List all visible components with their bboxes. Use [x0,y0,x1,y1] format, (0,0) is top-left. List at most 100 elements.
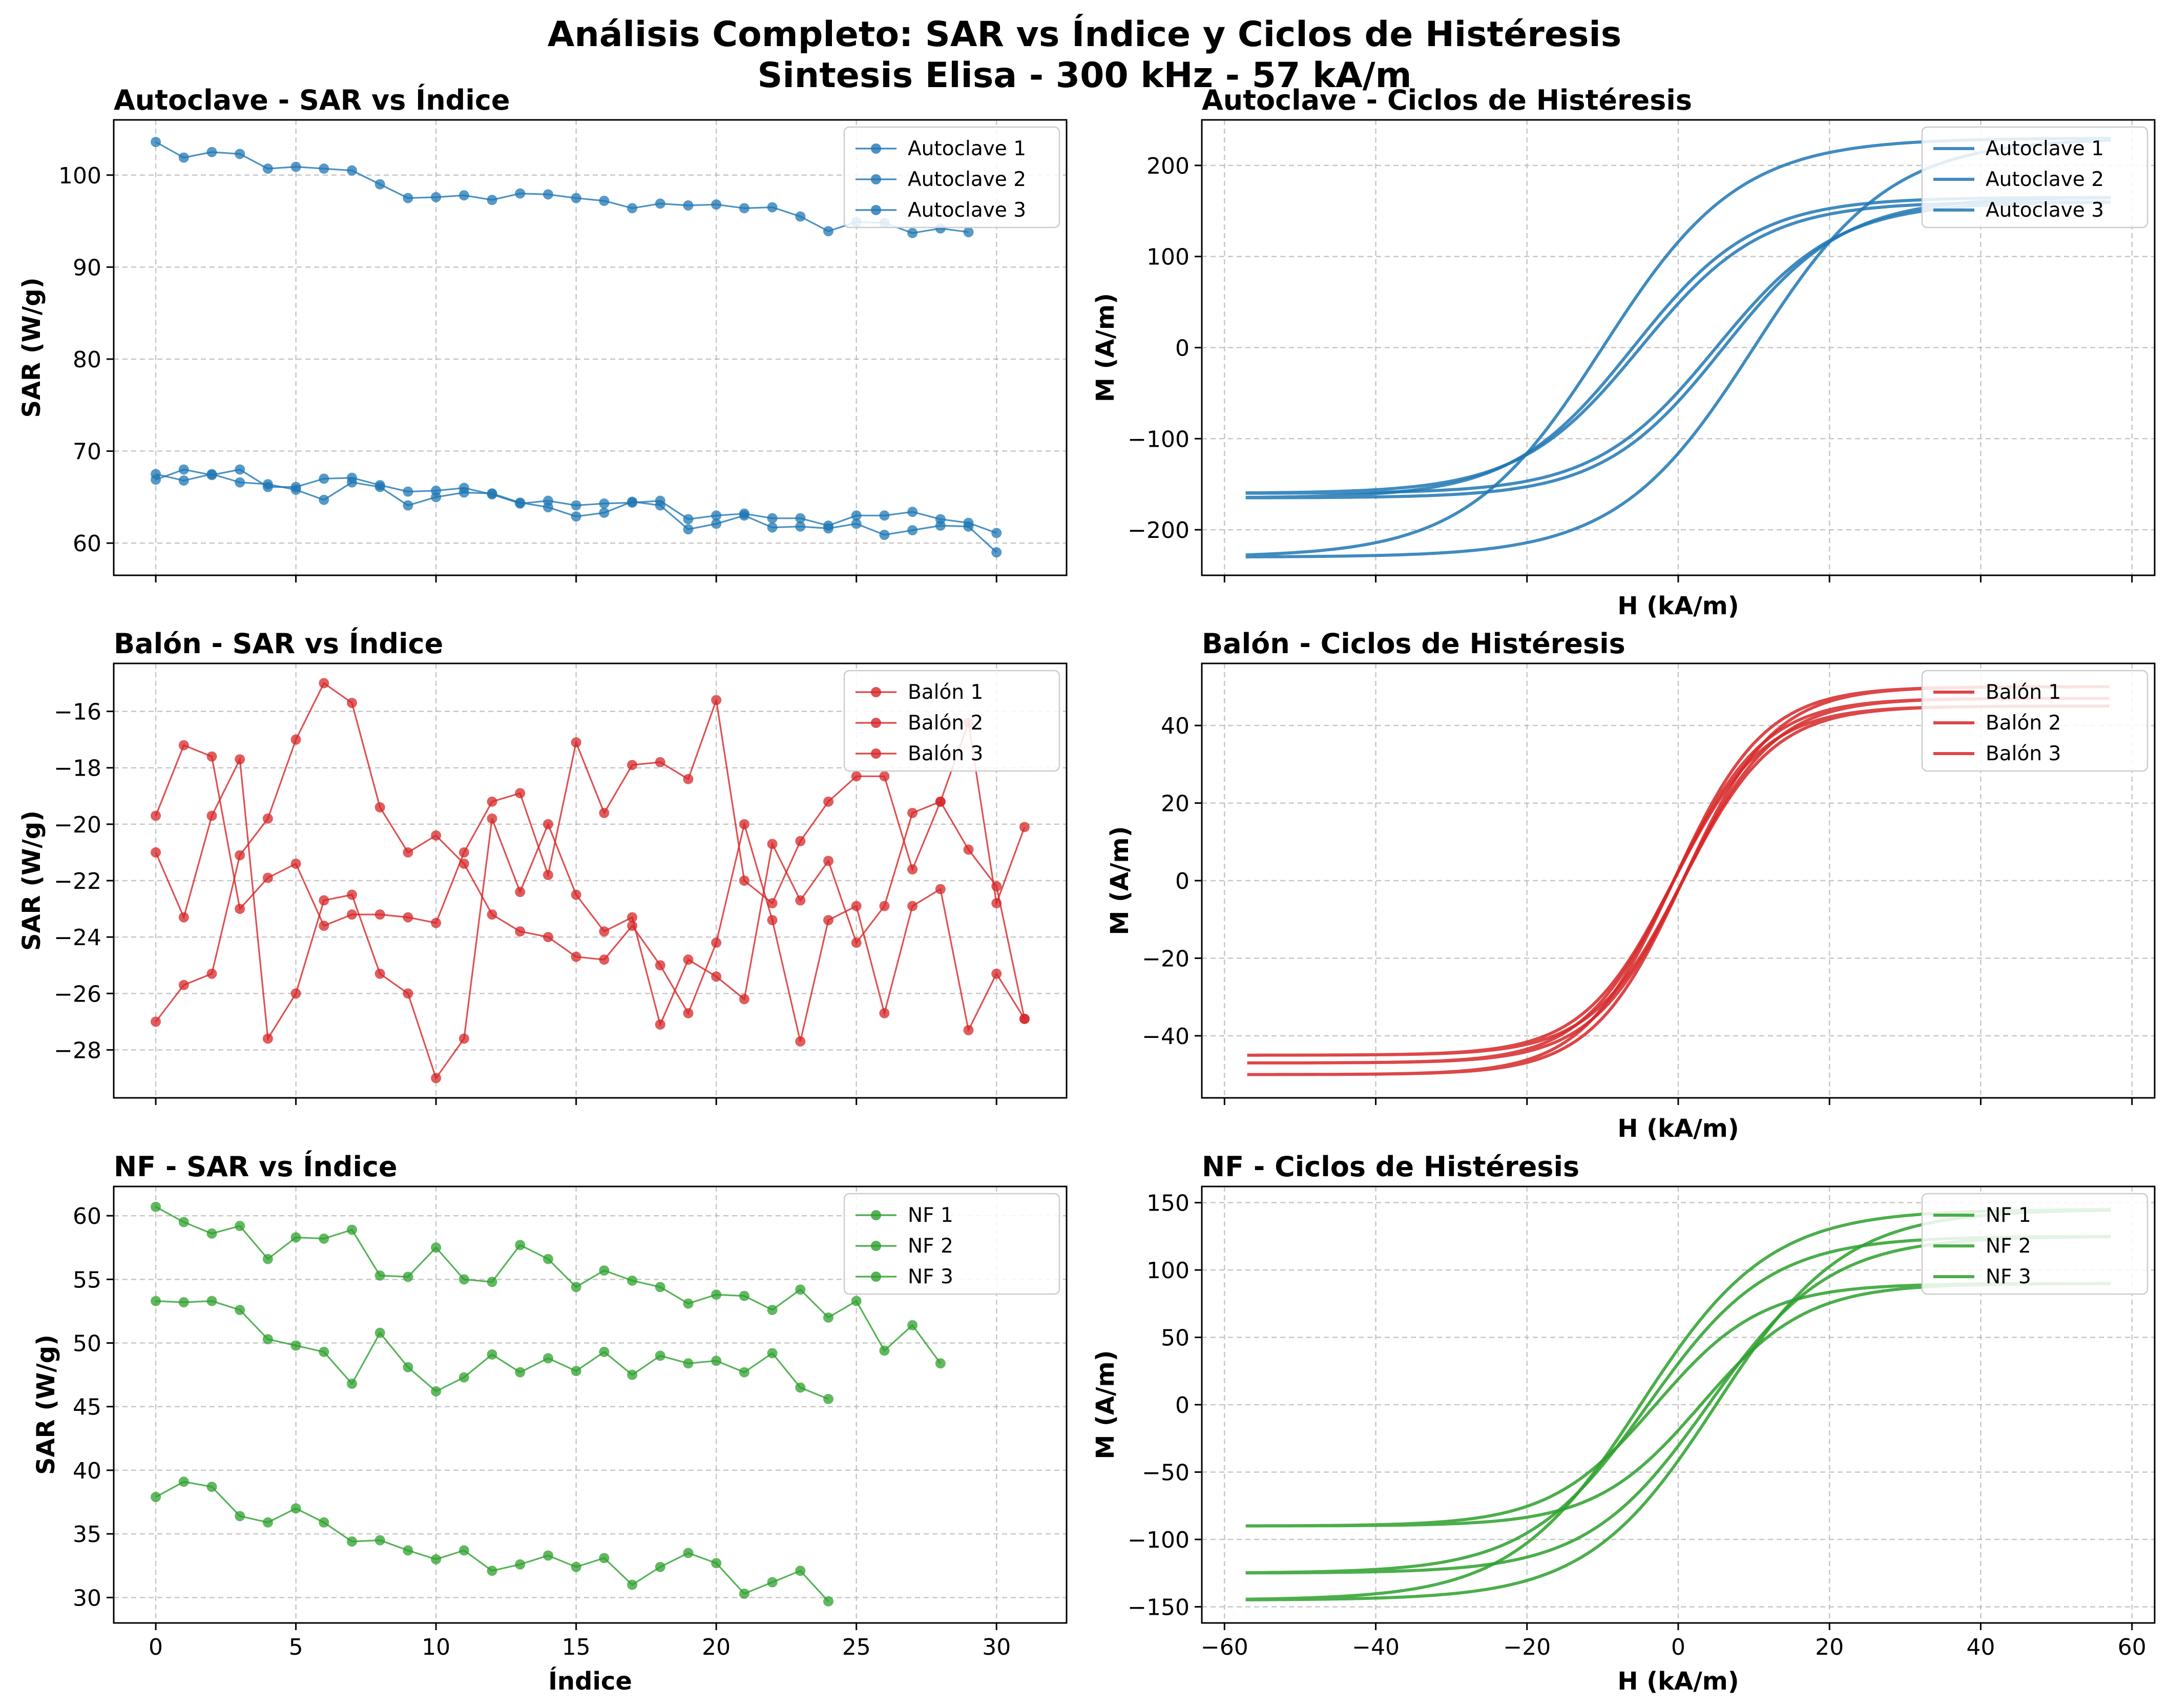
data-point [599,926,610,937]
data-point [795,521,806,532]
data-point [206,470,217,481]
data-point [458,858,469,869]
data-point [683,514,694,525]
data-point [487,1566,497,1576]
data-point [543,869,553,880]
data-point [683,1358,694,1369]
data-point [823,796,833,807]
legend-label: Autoclave 1 [1986,137,2104,160]
data-point [823,915,833,926]
data-point [458,1033,469,1044]
data-point [347,698,357,709]
data-point [319,1233,329,1244]
data-point [431,1386,442,1397]
data-point [543,932,553,943]
data-point [431,1242,442,1253]
data-point [767,1348,778,1359]
data-point [963,227,974,238]
data-point [347,1536,357,1547]
data-point [403,1545,413,1556]
data-point [599,1265,610,1276]
plot-area [151,678,1030,1084]
data-point [319,895,329,906]
panel-balon-sar: −28 −26 −24 −22 −20 −18 −16 Balón - SAR vs Índi… [17,628,1068,1105]
y-tick-label: −100 [1128,1527,1190,1553]
data-point [543,495,553,506]
data-point [823,226,833,237]
data-point [963,844,974,855]
data-point [599,1346,610,1357]
data-point [374,802,385,813]
y-tick-label: −26 [54,981,101,1007]
y-tick-label: 35 [73,1522,101,1548]
x-tick-label: 15 [562,1634,591,1660]
data-point [851,938,862,948]
legend-label: Balón 1 [1986,681,2061,704]
x-tick-label: 10 [422,1634,450,1660]
data-point [655,757,665,767]
data-point [543,1550,553,1561]
y-tick-label: 100 [58,163,101,189]
x-tick-label: −20 [1503,1634,1551,1660]
data-point [515,498,526,509]
data-point [262,1254,273,1264]
data-point [683,774,694,784]
legend-marker [871,143,881,154]
data-point [206,810,217,821]
data-point [206,1228,217,1239]
plot-area [1247,685,2110,1076]
legend-box [1921,670,2149,772]
data-point [151,810,161,821]
data-point [739,1588,749,1599]
y-tick-label: −18 [54,756,101,782]
data-point [235,850,245,861]
data-point [403,988,413,999]
data-point [879,1008,890,1018]
data-point [487,1349,497,1360]
x-tick-label: 5 [289,1634,303,1660]
data-point [262,163,273,174]
legend-box [843,1193,1060,1295]
data-point [319,1346,329,1357]
x-axis-label: H (kA/m) [1617,592,1739,620]
data-point [178,1476,189,1487]
data-point [879,510,890,521]
data-point [683,200,694,211]
data-point [235,754,245,765]
data-point [543,1254,553,1264]
data-point [290,858,301,869]
data-point [767,1304,778,1315]
data-point [711,938,722,948]
data-point [319,678,329,689]
data-point [851,1296,862,1306]
legend-label: Autoclave 2 [1986,168,2104,191]
data-point [235,904,245,914]
data-point [178,1217,189,1227]
legend-marker [871,1210,881,1220]
y-tick-label: −200 [1128,517,1190,544]
data-point [795,513,806,524]
figure-title-line-1: Análisis Completo: SAR vs Índice y Ciclo… [548,14,1621,55]
data-point [290,482,301,492]
data-point [683,524,694,535]
plot-area [151,1201,946,1607]
y-axis-label: SAR (W/g) [17,277,46,418]
y-tick-label: 70 [73,439,101,465]
x-tick-label: 0 [149,1634,163,1660]
data-point [767,1577,778,1588]
data-point [907,864,918,874]
data-point [206,1482,217,1492]
data-point [991,547,1002,558]
data-point [319,494,329,505]
data-point [487,489,497,499]
data-point [262,813,273,824]
data-point [206,1296,217,1306]
y-tick-label: −100 [1128,426,1190,452]
data-point [178,475,189,486]
data-point [599,1553,610,1564]
data-point [431,485,442,496]
data-point [515,926,526,937]
data-point [262,1517,273,1528]
legend-label: NF 2 [908,1235,953,1258]
data-point [262,1334,273,1345]
